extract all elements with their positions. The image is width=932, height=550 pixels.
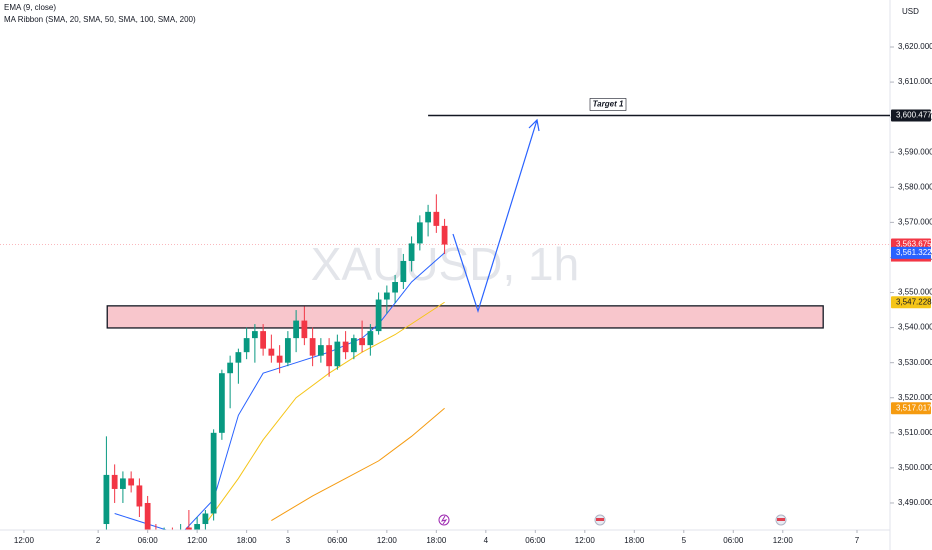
event-icon <box>438 514 450 526</box>
y-tick-label: 3,580.000 <box>898 182 932 191</box>
candle-body <box>301 320 308 339</box>
candle-body <box>359 338 365 346</box>
x-tick-label: 5 <box>682 536 687 545</box>
candle-body <box>251 331 258 339</box>
x-tick-label: 06:00 <box>327 536 348 545</box>
x-tick-label: 12:00 <box>14 536 35 545</box>
candle-body <box>342 341 349 353</box>
y-tick-label: 3,590.000 <box>898 147 932 156</box>
y-tick-label: 3,570.000 <box>898 217 932 226</box>
candle-body <box>400 260 407 283</box>
x-tick-label: 12:00 <box>575 536 596 545</box>
candle-body <box>103 474 110 525</box>
candle-body <box>408 243 415 261</box>
y-tick-label: 3,540.000 <box>898 323 932 332</box>
candle-body <box>441 225 448 245</box>
x-tick-label: 2 <box>96 536 101 545</box>
x-tick-label: 06:00 <box>138 536 159 545</box>
y-tick-label: 3,620.000 <box>898 42 932 51</box>
x-tick-label: 18:00 <box>426 536 447 545</box>
candle-body <box>367 331 374 346</box>
indicator-line <box>271 407 445 521</box>
candle-body <box>136 485 143 507</box>
candle-body <box>309 338 316 356</box>
x-tick-label: 12:00 <box>773 536 794 545</box>
candle-body <box>334 341 341 367</box>
y-tick-label: 3,490.000 <box>898 498 932 507</box>
price-label: 3,561.322 <box>896 248 932 257</box>
y-tick-label: 3,550.000 <box>898 288 932 297</box>
price-label: 3,547.228 <box>896 297 932 306</box>
price-label: 3,517.017 <box>896 403 932 412</box>
x-tick-label: 7 <box>855 536 860 545</box>
candle-body <box>350 338 357 353</box>
candle-body <box>194 524 201 530</box>
candle-body <box>276 355 283 363</box>
candle-body <box>284 338 291 363</box>
candle-body <box>392 282 398 293</box>
projection-arrow <box>452 118 540 313</box>
candle-body <box>433 211 440 226</box>
y-tick-label: 3,500.000 <box>898 463 932 472</box>
candle-body <box>227 362 234 374</box>
candle-body <box>144 502 151 530</box>
candle-body <box>293 320 300 339</box>
price-label-box <box>891 296 931 309</box>
candle-body <box>268 348 275 356</box>
candle-body <box>210 432 217 514</box>
candle-body <box>416 222 423 244</box>
candle-body <box>425 211 431 223</box>
y-tick-label: 3,520.000 <box>898 393 932 402</box>
event-icon <box>594 514 606 526</box>
price-label-box <box>891 109 931 122</box>
indicator-label: MA Ribbon (SMA, 20, SMA, 50, SMA, 100, S… <box>4 15 196 24</box>
candle-body <box>218 373 225 433</box>
price-label: 3,563.675 <box>896 240 932 249</box>
x-tick-label: 06:00 <box>723 536 744 545</box>
support-zone <box>106 305 824 329</box>
candle-body <box>128 478 135 486</box>
candle-body <box>383 292 390 300</box>
candle-body <box>326 345 332 367</box>
candle-body <box>260 331 267 349</box>
x-tick-label: 4 <box>484 536 489 545</box>
indicator-label: EMA (9, close) <box>4 3 56 12</box>
price-label-box <box>891 246 931 259</box>
indicator-line <box>204 301 445 525</box>
x-tick-label: 18:00 <box>237 536 258 545</box>
candle-body <box>111 474 118 489</box>
x-tick-label: 12:00 <box>377 536 398 545</box>
candle-body <box>375 299 382 332</box>
target-label: Target 1 <box>593 100 624 109</box>
x-tick-label: 3 <box>286 536 291 545</box>
candle-body <box>243 338 250 353</box>
x-tick-label: 06:00 <box>525 536 546 545</box>
event-icon <box>775 514 787 526</box>
x-tick-label: 12:00 <box>187 536 208 545</box>
candle-body <box>202 513 209 525</box>
price-label: 3,600.477 <box>896 111 932 120</box>
price-label-box <box>891 402 931 415</box>
candle-body <box>186 527 192 530</box>
currency-label: USD <box>902 7 919 16</box>
candle-body <box>120 478 126 489</box>
target-label-box <box>589 98 627 111</box>
y-tick-label: 3,510.000 <box>898 428 932 437</box>
x-tick-label: 18:00 <box>624 536 645 545</box>
plot-area <box>0 194 890 530</box>
y-tick-label: 3,530.000 <box>898 358 932 367</box>
candle-body <box>317 345 324 356</box>
candle-body <box>235 352 242 363</box>
y-tick-label: 3,610.000 <box>898 77 932 86</box>
